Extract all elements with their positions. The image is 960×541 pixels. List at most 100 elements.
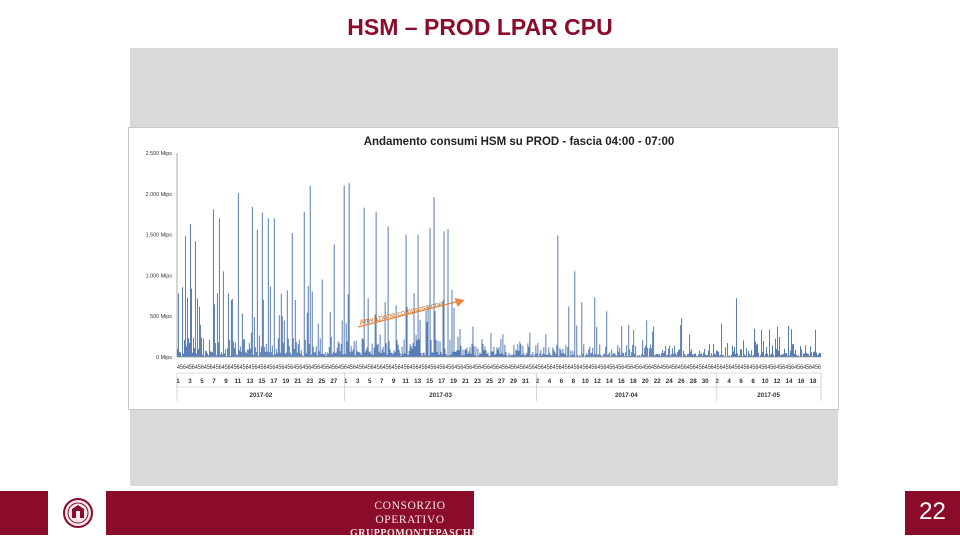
- bar: [417, 340, 418, 357]
- bar: [309, 344, 310, 357]
- bar: [379, 352, 380, 357]
- day-tick-label: 12: [594, 378, 601, 385]
- bar: [259, 336, 260, 357]
- bar: [653, 326, 654, 357]
- bar: [363, 339, 364, 357]
- day-tick-label: 18: [810, 378, 817, 385]
- bar: [266, 344, 267, 357]
- bar: [321, 354, 322, 357]
- bar: [651, 348, 652, 357]
- bar: [426, 311, 427, 357]
- bar: [418, 235, 419, 357]
- bar: [376, 212, 377, 357]
- bar: [424, 353, 425, 357]
- bar: [549, 353, 550, 357]
- bar: [307, 313, 308, 357]
- bar: [751, 350, 752, 357]
- y-tick-label: 500 Mips: [150, 314, 172, 320]
- bar: [455, 352, 456, 357]
- bar: [581, 302, 582, 357]
- bar: [304, 212, 305, 357]
- bar: [717, 351, 718, 357]
- bar: [801, 349, 802, 357]
- bar: [711, 353, 712, 357]
- bar: [591, 353, 592, 357]
- bar: [487, 354, 488, 357]
- bar: [460, 329, 461, 357]
- bar: [721, 324, 722, 357]
- bar: [228, 293, 229, 357]
- bar: [350, 352, 351, 357]
- bar: [252, 207, 253, 357]
- bar: [674, 346, 675, 357]
- bar: [388, 226, 389, 357]
- bar: [519, 342, 520, 357]
- bar: [804, 354, 805, 357]
- bar: [791, 329, 792, 357]
- bar: [296, 342, 297, 357]
- bar: [268, 218, 269, 357]
- bar: [727, 343, 728, 357]
- day-tick-label: 9: [392, 378, 396, 385]
- bar: [201, 338, 202, 358]
- bar: [410, 344, 411, 357]
- day-tick-label: 26: [678, 378, 685, 385]
- bar: [783, 354, 784, 357]
- bar: [223, 271, 224, 357]
- bar: [613, 353, 614, 357]
- bar: [272, 345, 273, 357]
- bar: [644, 348, 645, 357]
- bar: [229, 340, 230, 357]
- bar: [249, 343, 250, 357]
- bar: [415, 346, 416, 357]
- bar: [284, 320, 285, 357]
- bar: [380, 335, 381, 357]
- bar: [534, 354, 535, 357]
- bar: [716, 351, 717, 357]
- bar: [497, 347, 498, 357]
- bar: [306, 353, 307, 357]
- bar: [183, 354, 184, 357]
- bar: [527, 343, 528, 357]
- bar: [769, 329, 770, 357]
- bar: [225, 349, 226, 357]
- bar: [777, 327, 778, 357]
- bar: [282, 316, 283, 357]
- bar: [336, 353, 337, 357]
- bar: [795, 350, 796, 357]
- bar: [192, 353, 193, 357]
- bar: [328, 353, 329, 357]
- bar: [589, 347, 590, 357]
- bar: [419, 339, 420, 357]
- bar: [743, 340, 744, 357]
- day-tick-label: 27: [330, 378, 337, 385]
- day-tick-label: 5: [368, 378, 372, 385]
- bar: [356, 341, 357, 357]
- bar: [567, 347, 568, 357]
- bar: [605, 347, 606, 357]
- bar: [496, 353, 497, 357]
- bar: [188, 338, 189, 357]
- bar: [656, 354, 657, 357]
- day-tick-label: 24: [666, 378, 673, 385]
- bar: [358, 352, 359, 357]
- bar: [694, 354, 695, 357]
- bar: [543, 347, 544, 357]
- bar: [778, 351, 779, 357]
- bar: [691, 349, 692, 357]
- bar: [701, 353, 702, 357]
- bar: [806, 353, 807, 357]
- bar: [771, 353, 772, 357]
- bar: [236, 354, 237, 357]
- bar: [499, 347, 500, 357]
- bar: [629, 350, 630, 357]
- annotation-arrowhead: [455, 298, 465, 307]
- month-label: 2017-02: [250, 392, 273, 399]
- bar: [378, 344, 379, 357]
- bar: [397, 340, 398, 357]
- bar: [392, 353, 393, 357]
- bar: [262, 213, 263, 357]
- day-tick-label: 14: [606, 378, 613, 385]
- bar: [213, 209, 214, 357]
- bar: [663, 353, 664, 357]
